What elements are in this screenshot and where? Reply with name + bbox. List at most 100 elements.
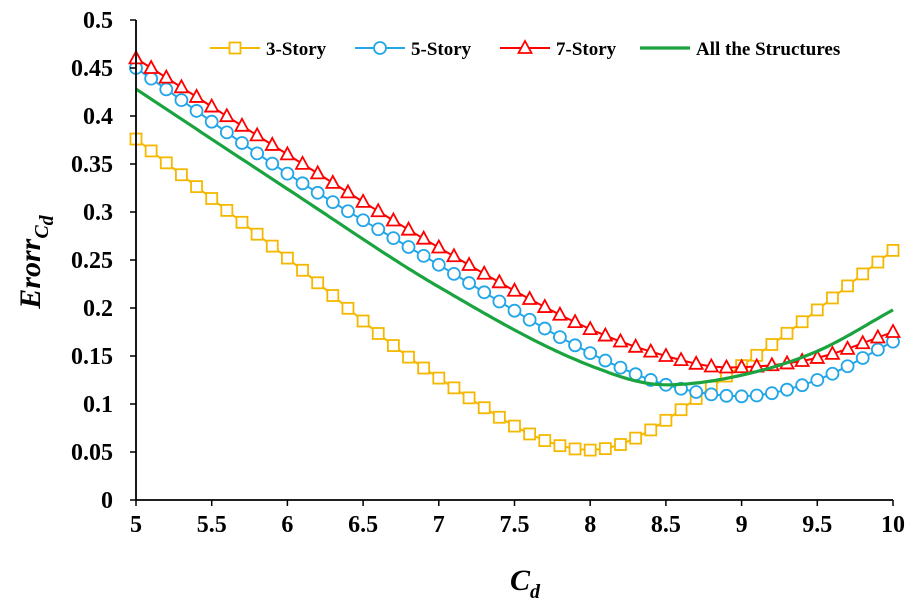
- series-1-point-26: [522, 312, 537, 327]
- series-1-point-38: [704, 387, 719, 402]
- series-0-point-35: [659, 413, 673, 427]
- series-0-point-12: [311, 276, 325, 290]
- series-1-point-31: [598, 353, 613, 368]
- series-2-point-24: [491, 273, 508, 289]
- legend-marker-0: [228, 41, 242, 55]
- series-0-point-2: [159, 156, 173, 170]
- series-1-point-29: [568, 338, 582, 353]
- x-tick-label-4: 7: [433, 512, 445, 538]
- y-tick-label-1: 0.05: [71, 440, 113, 466]
- series-2-point-31: [597, 326, 614, 342]
- legend-marker-1: [373, 41, 387, 55]
- series-1-point-43: [780, 382, 794, 397]
- series-0-point-13: [326, 289, 340, 302]
- series-2-point-47: [839, 339, 856, 355]
- series-0-point-20: [432, 371, 446, 385]
- series-2-point-37: [688, 354, 705, 370]
- series-1-point-45: [810, 373, 825, 387]
- series-1-point-28: [553, 330, 567, 344]
- series-1-point-9: [265, 156, 280, 171]
- series-2-point-27: [536, 298, 553, 313]
- series-1-point-14: [341, 204, 355, 219]
- series-2-point-5: [203, 97, 220, 113]
- series-2-point-33: [627, 337, 644, 353]
- x-axis-title: Cd: [510, 564, 541, 603]
- tick-labels: 5 5.5 6 6.5 7 7.5 8 8.5 9 9.5 10 0 0.05 0.1 0.15 0.2 0.2…: [71, 8, 905, 538]
- axes: [130, 19, 894, 506]
- series-2-point-9: [264, 136, 281, 151]
- series-2-point-20: [430, 238, 447, 254]
- legend-item-3: All the Structures: [640, 39, 840, 60]
- series-1-point-39: [719, 388, 734, 403]
- series-2-point-45: [809, 349, 826, 364]
- x-tick-label-8: 9: [736, 512, 748, 538]
- series-1-point-44: [795, 378, 810, 393]
- series-1-point-6: [219, 125, 234, 140]
- series-0-point-11: [296, 263, 309, 277]
- series-2-point-7: [233, 116, 250, 132]
- series-1-point-11: [295, 176, 310, 191]
- series-0-point-9: [265, 239, 279, 253]
- series-1-point-20: [431, 257, 446, 272]
- series-1-point-15: [356, 213, 371, 228]
- series-0-point-31: [598, 442, 612, 456]
- series-2-point-13: [324, 174, 341, 189]
- y-tick-label-10: 0.5: [83, 8, 113, 34]
- series-line-3: [135, 87, 894, 387]
- series-1-point-42: [764, 386, 779, 401]
- series-1-point-22: [462, 276, 476, 290]
- series-3: [135, 87, 894, 387]
- series-2-point-8: [249, 126, 266, 142]
- y-tick-label-4: 0.2: [83, 296, 113, 322]
- series-1: [129, 61, 900, 404]
- legend-item-0: 3-Story: [210, 39, 327, 60]
- series-1-point-3: [174, 93, 189, 108]
- series-2-point-4: [188, 88, 205, 103]
- x-tick-label-9: 9.5: [802, 512, 832, 538]
- series-1-point-12: [310, 185, 325, 200]
- series-0: [129, 132, 900, 457]
- series-0-point-15: [356, 314, 370, 328]
- series-2-point-15: [355, 192, 372, 208]
- x-tick-label-0: 5: [130, 512, 142, 538]
- series-1-point-47: [840, 359, 855, 374]
- series-line-2: [135, 57, 894, 369]
- y-tick-label-8: 0.4: [83, 104, 113, 130]
- series-0-point-21: [447, 381, 461, 395]
- series-0-point-7: [235, 215, 249, 229]
- series-1-point-48: [855, 351, 870, 365]
- series-2-point-1: [143, 59, 160, 74]
- series-1-point-49: [870, 342, 885, 357]
- x-tick-label-7: 8.5: [651, 512, 681, 538]
- series-2-point-22: [461, 256, 478, 271]
- series-0-point-3: [175, 168, 188, 182]
- series-1-point-46: [825, 366, 840, 381]
- series-2-point-38: [703, 357, 720, 373]
- series-2-point-10: [279, 145, 296, 161]
- legend-item-2: 7-Story: [500, 39, 617, 60]
- y-axis-title: ErorrCd: [14, 214, 58, 309]
- series-0-point-44: [795, 315, 809, 329]
- series-2-point-32: [612, 332, 629, 348]
- x-tick-label-5: 7.5: [500, 512, 530, 538]
- series-0-point-50: [886, 243, 900, 257]
- series-0-point-33: [629, 431, 643, 445]
- legend-label-2: 7-Story: [556, 39, 617, 60]
- series-2-point-16: [370, 202, 387, 218]
- series-2-point-39: [718, 358, 735, 374]
- legend-label-3: All the Structures: [696, 39, 840, 60]
- series-1-point-30: [583, 346, 598, 361]
- series-0-point-18: [402, 350, 415, 364]
- series-0-point-36: [674, 403, 688, 417]
- series-2-point-12: [309, 164, 326, 180]
- series-0-point-5: [205, 192, 219, 205]
- x-tick-label-10: 10: [881, 512, 905, 538]
- series-0-point-4: [190, 180, 203, 194]
- series-1-point-27: [537, 321, 552, 336]
- x-tick-label-6: 8: [584, 512, 596, 538]
- y-tick-label-9: 0.45: [71, 56, 113, 82]
- series-line-1: [135, 67, 894, 398]
- y-tick-label-3: 0.15: [71, 344, 113, 370]
- series-1-point-1: [144, 71, 159, 86]
